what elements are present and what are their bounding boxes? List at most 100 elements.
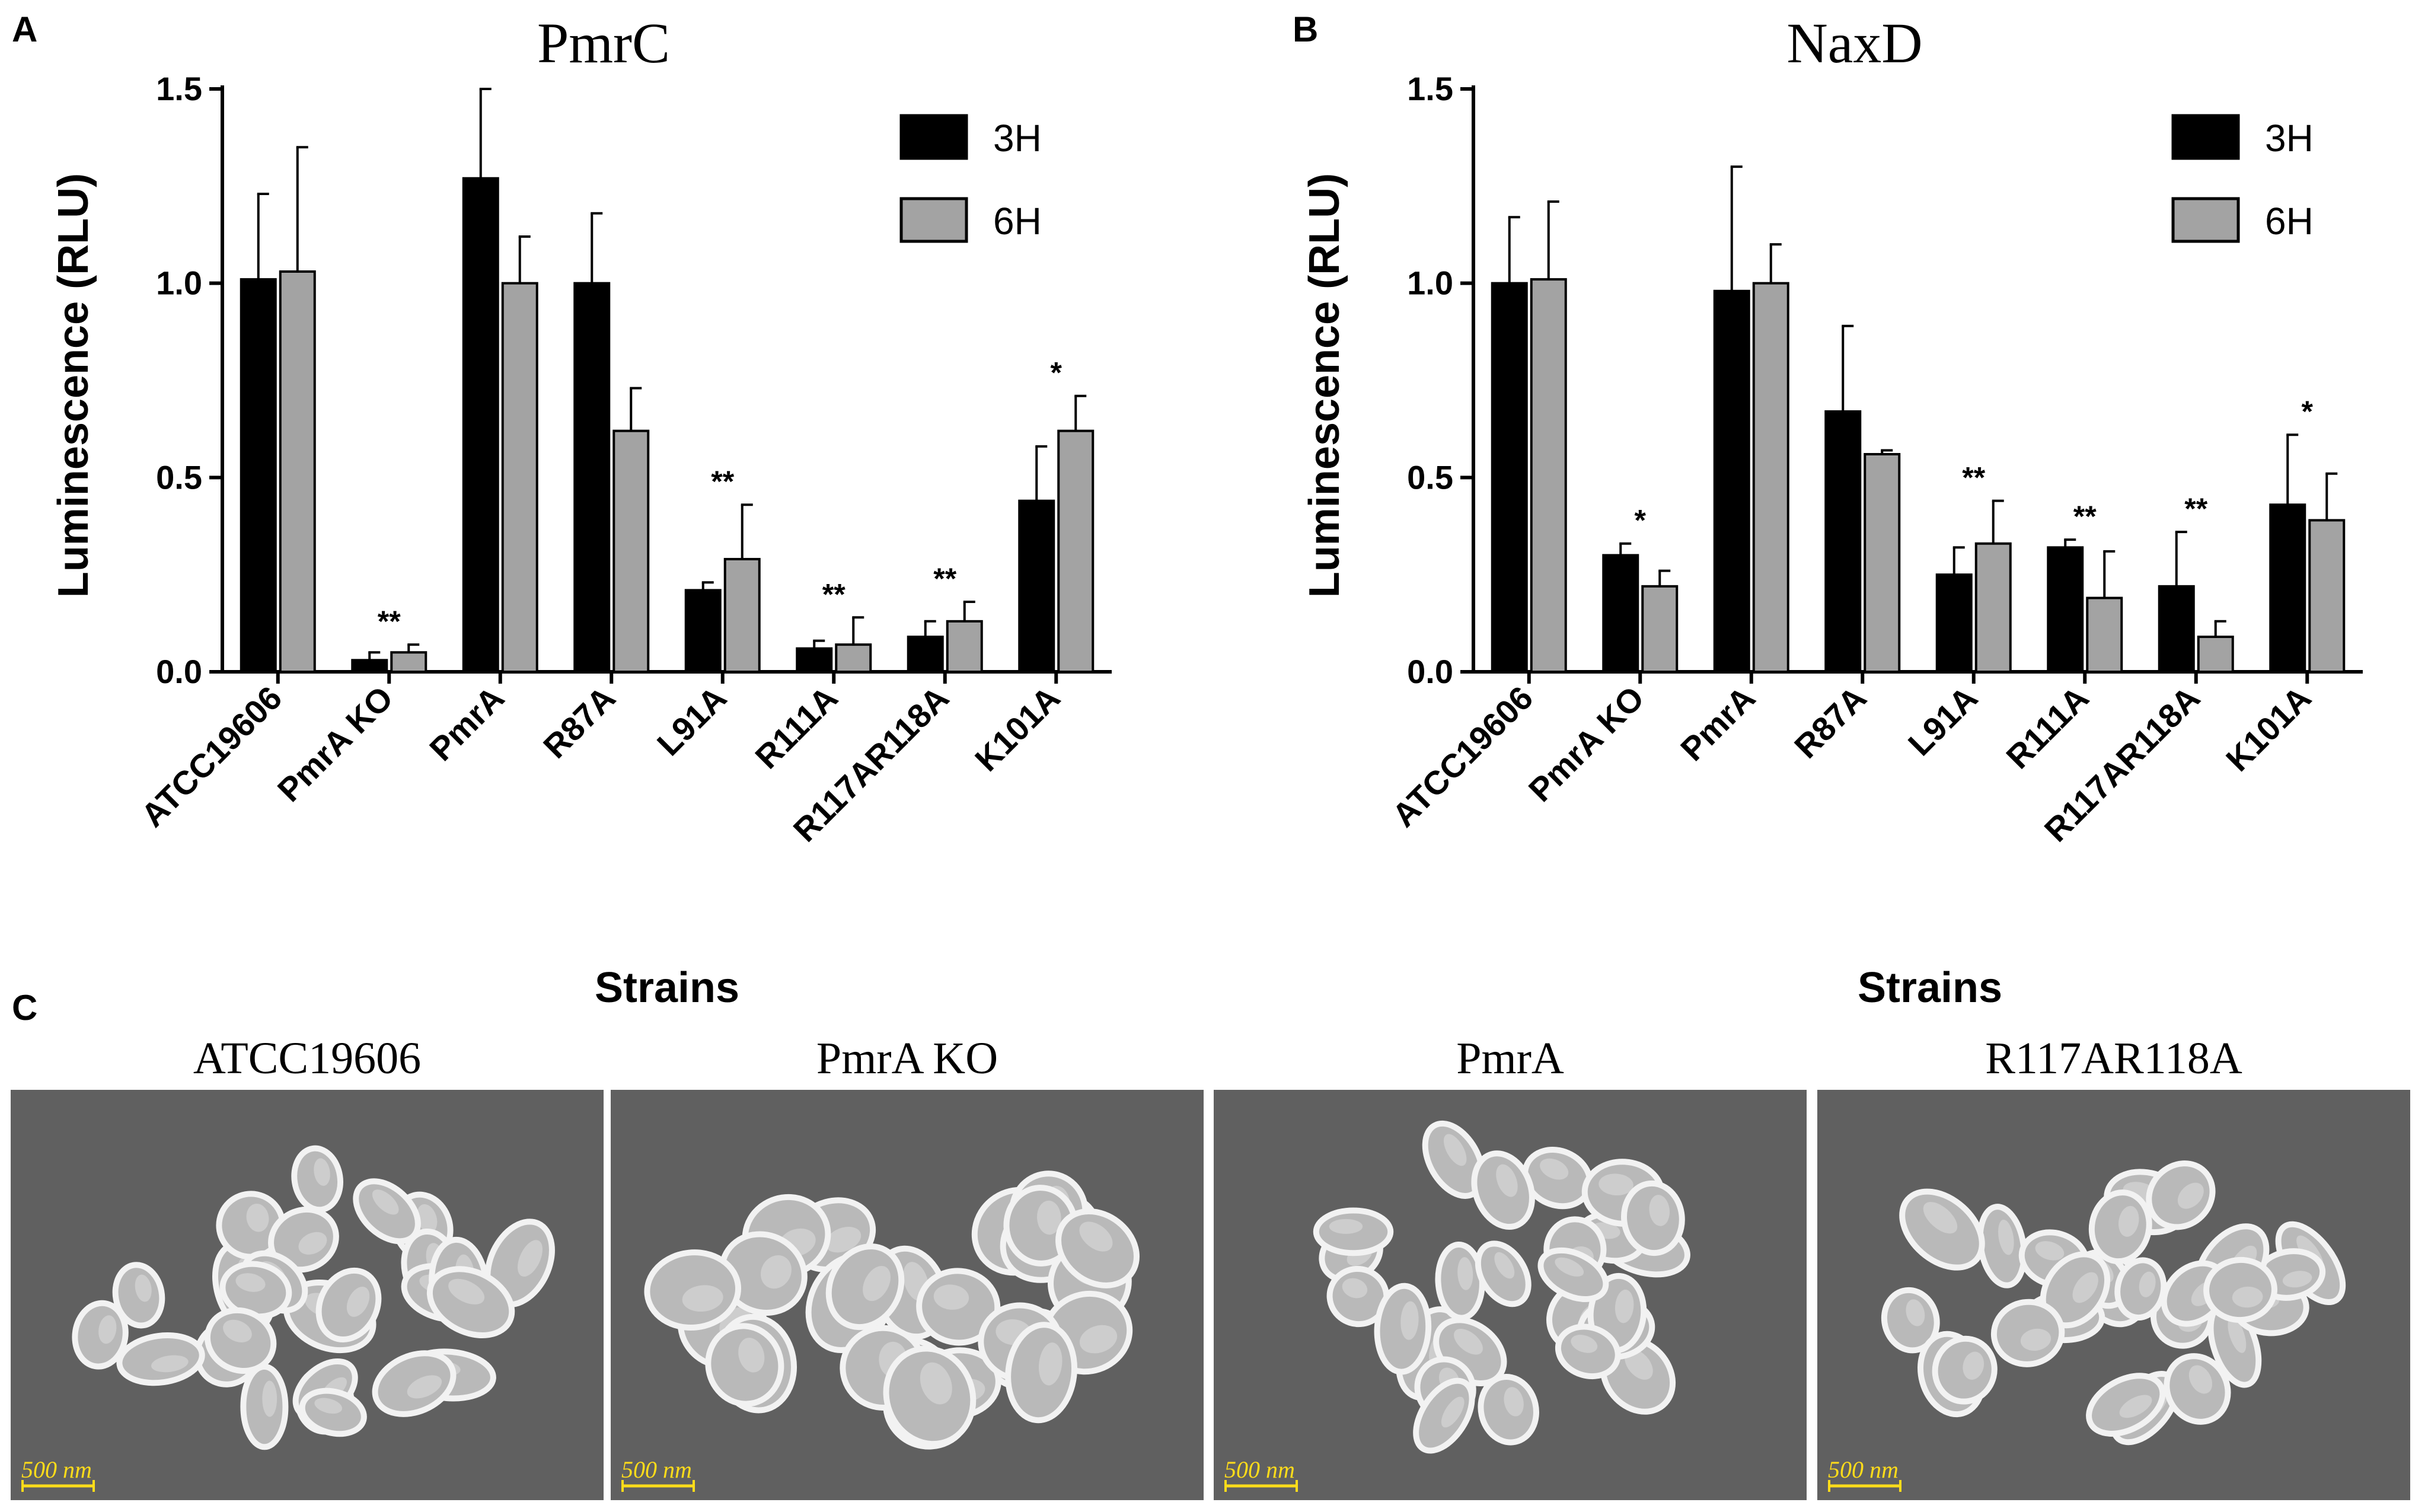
sem-image: 500 nm bbox=[611, 1090, 1204, 1500]
x-tick-label: PmrA KO bbox=[1521, 679, 1651, 809]
bacterium-highlight bbox=[1441, 1396, 1465, 1428]
bacterium-highlight bbox=[151, 1355, 189, 1373]
bar-6H bbox=[501, 282, 538, 673]
bacterium-highlight bbox=[933, 1284, 969, 1310]
bar-6H bbox=[1530, 278, 1567, 673]
legend-swatch bbox=[899, 197, 968, 243]
bacterium-highlight bbox=[407, 1375, 442, 1399]
bacterium-highlight bbox=[1329, 1218, 1363, 1234]
bar-6H bbox=[723, 557, 761, 673]
bacterium-highlight bbox=[1038, 1342, 1063, 1386]
bacterium-highlight bbox=[1036, 1200, 1061, 1235]
bar-3H bbox=[2047, 546, 2084, 673]
bacterium-highlight bbox=[1454, 1329, 1483, 1355]
significance-marker: ** bbox=[822, 578, 846, 611]
x-tick-label: ATCC19606 bbox=[1385, 679, 1540, 834]
y-tick-label: 1.0 bbox=[1407, 264, 1453, 302]
bacteria-cluster bbox=[72, 1145, 555, 1450]
x-tick-label: R87A bbox=[1787, 679, 1874, 765]
bar-6H bbox=[1974, 542, 2012, 673]
bacterium-highlight bbox=[738, 1338, 765, 1373]
bar-6H bbox=[1752, 282, 1789, 673]
bacterium-highlight bbox=[1079, 1221, 1113, 1252]
significance-marker: ** bbox=[711, 465, 734, 498]
bar-3H bbox=[1935, 573, 1973, 674]
bacterium-highlight bbox=[1443, 1134, 1467, 1166]
scale-bar-label: 500 nm bbox=[621, 1456, 692, 1483]
bacteria-cluster bbox=[1881, 1160, 2346, 1446]
bacterium-highlight bbox=[1599, 1173, 1633, 1196]
significance-marker: * bbox=[1635, 504, 1647, 537]
legend-swatch bbox=[899, 114, 968, 160]
chart-pmrc: PmrC Luminescence (RLU) Strains 0.0 0.5 1.… bbox=[50, 11, 1112, 1012]
bacterium-highlight bbox=[1571, 1335, 1598, 1353]
bacteria-cluster bbox=[644, 1170, 1140, 1450]
y-tick-label: 0.0 bbox=[156, 653, 202, 690]
bacterium-highlight bbox=[1649, 1195, 1670, 1226]
bacterium-highlight bbox=[1615, 1289, 1634, 1323]
bacterium-highlight bbox=[2072, 1272, 2098, 1303]
sem-panel: ATCC19606 500 nm PmrA KO 500 nm PmrA 500 nm R1… bbox=[11, 1033, 2410, 1500]
bacterium-highlight bbox=[98, 1315, 117, 1344]
y-tick-label: 1.0 bbox=[156, 264, 202, 302]
significance-marker: ** bbox=[933, 562, 956, 595]
bar-3H bbox=[796, 647, 833, 674]
bacterium-highlight bbox=[262, 1380, 277, 1417]
chart-title: PmrC bbox=[537, 11, 670, 75]
bar-3H bbox=[1491, 282, 1528, 673]
significance-marker: ** bbox=[2184, 492, 2207, 525]
x-tick-label: L91A bbox=[650, 679, 733, 763]
bacterium-highlight bbox=[1906, 1299, 1925, 1326]
bar-6H bbox=[2197, 636, 2234, 674]
bacterium-highlight bbox=[223, 1319, 252, 1342]
significance-marker: ** bbox=[1962, 461, 1985, 495]
bar-3H bbox=[1018, 499, 1055, 673]
bacterium-highlight bbox=[1496, 1164, 1518, 1197]
bacterium-highlight bbox=[1400, 1301, 1419, 1340]
bacterium-highlight bbox=[1504, 1387, 1524, 1417]
scale-bar-label: 500 nm bbox=[1828, 1456, 1899, 1483]
chart-title: NaxD bbox=[1786, 11, 1922, 75]
significance-marker: ** bbox=[2073, 500, 2097, 533]
bacterium-highlight bbox=[2020, 1328, 2051, 1351]
legend-label: 3H bbox=[993, 117, 1042, 160]
bar-3H bbox=[2158, 585, 2195, 673]
bacterium-highlight bbox=[1963, 1351, 1984, 1380]
sem-image: 500 nm bbox=[1817, 1090, 2410, 1500]
bacterium-highlight bbox=[682, 1285, 723, 1312]
bar-3H bbox=[1824, 410, 1862, 674]
y-axis-label: Luminescence (RLU) bbox=[1301, 173, 1348, 598]
y-tick-label: 0.5 bbox=[1407, 458, 1453, 496]
bacterium-highlight bbox=[518, 1240, 543, 1277]
y-axis-label: Luminescence (RLU) bbox=[50, 173, 97, 598]
bacterium-highlight bbox=[298, 1232, 327, 1255]
legend-label: 6H bbox=[993, 200, 1042, 243]
bacterium-highlight bbox=[2119, 1395, 2152, 1418]
bar-3H bbox=[2269, 503, 2306, 673]
y-tick-label: 1.5 bbox=[1407, 70, 1453, 107]
bacterium-highlight bbox=[2035, 1241, 2065, 1261]
legend-swatch bbox=[2171, 197, 2240, 243]
x-axis-label: Strains bbox=[1858, 964, 2002, 1012]
significance-marker: * bbox=[1051, 356, 1063, 390]
bar-6H bbox=[390, 651, 427, 673]
bar-6H bbox=[279, 270, 316, 673]
bacterium-highlight bbox=[1625, 1349, 1653, 1380]
bacterium-highlight bbox=[246, 1203, 269, 1232]
x-tick-label: L91A bbox=[1901, 679, 1984, 763]
scale-bar-label: 500 nm bbox=[21, 1456, 92, 1483]
bacterium-highlight bbox=[1457, 1257, 1473, 1290]
bacterium-highlight bbox=[2228, 1316, 2247, 1353]
panel-letter-b: B bbox=[1293, 9, 1318, 49]
bar-3H bbox=[684, 589, 722, 673]
x-tick-label: PmrA KO bbox=[270, 679, 400, 809]
bacterium-highlight bbox=[314, 1158, 330, 1186]
bar-3H bbox=[1713, 289, 1750, 674]
bar-6H bbox=[2086, 596, 2123, 674]
bacterium-highlight bbox=[1555, 1257, 1584, 1277]
bacterium-highlight bbox=[235, 1273, 266, 1292]
legend-label: 6H bbox=[2265, 200, 2314, 243]
bacterium-highlight bbox=[448, 1278, 485, 1304]
bar-6H bbox=[1641, 585, 1679, 673]
